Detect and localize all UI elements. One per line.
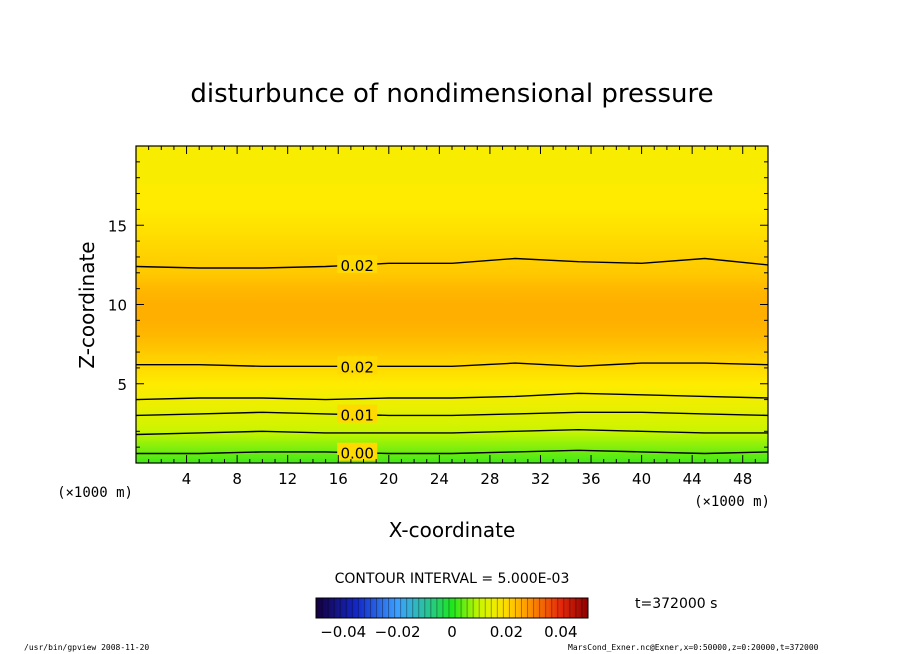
colorbar-tick-label: 0 bbox=[447, 623, 457, 641]
footer-right: MarsCond_Exner.nc@Exner,x=0:50000,z=0:20… bbox=[568, 643, 819, 652]
contour-interval-text: CONTOUR INTERVAL = 5.000E-03 bbox=[335, 571, 570, 587]
x-unit-left: (×1000 m) bbox=[57, 485, 133, 501]
colorbar-stripes bbox=[321, 598, 583, 618]
contour-line bbox=[135, 257, 769, 269]
plot-area: 0.000.010.020.02 4 8 12 16 20 24 28 32 36 40 44 48 … bbox=[108, 145, 769, 488]
contour-line bbox=[135, 428, 768, 436]
colorbar-tick-label: 0.02 bbox=[490, 623, 523, 641]
x-tick-label: 20 bbox=[379, 470, 398, 488]
x-tick-label: 32 bbox=[531, 470, 550, 488]
y-axis-title: Z-coordinate bbox=[75, 241, 99, 368]
contour-label: 0.01 bbox=[340, 407, 373, 425]
x-tick-label: 48 bbox=[733, 470, 752, 488]
contour-line bbox=[136, 362, 769, 368]
x-tick-label: 24 bbox=[430, 470, 449, 488]
y-tick-label: 5 bbox=[117, 376, 127, 394]
contour-lines bbox=[135, 257, 769, 455]
pressure-field bbox=[136, 146, 768, 463]
x-axis-title: X-coordinate bbox=[389, 518, 516, 542]
x-unit-right: (×1000 m) bbox=[694, 494, 770, 510]
x-axis-ticks: 4 8 12 16 20 24 28 32 36 40 44 48 bbox=[148, 146, 756, 488]
contour-label: 0.00 bbox=[340, 445, 373, 463]
contour-label-bg bbox=[337, 254, 378, 273]
colorbar: −0.04 −0.02 0 0.02 0.04 bbox=[315, 597, 589, 641]
contour-line bbox=[136, 449, 769, 455]
colorbar-tick-label: −0.02 bbox=[375, 623, 421, 641]
y-tick-label: 15 bbox=[108, 217, 127, 235]
x-tick-label: 44 bbox=[683, 470, 702, 488]
x-tick-label: 40 bbox=[632, 470, 651, 488]
chart-title: disturbunce of nondimensional pressure bbox=[190, 79, 713, 109]
contour-label: 0.02 bbox=[340, 358, 373, 376]
contour-label-bg bbox=[337, 442, 378, 461]
y-axis-ticks: 5 10 15 bbox=[108, 161, 768, 448]
contour-line bbox=[135, 411, 769, 417]
x-tick-label: 8 bbox=[232, 470, 242, 488]
time-label: t=372000 s bbox=[635, 596, 717, 612]
x-tick-label: 12 bbox=[278, 470, 297, 488]
contour-label: 0.02 bbox=[340, 257, 373, 275]
x-tick-label: 28 bbox=[480, 470, 499, 488]
footer-left: /usr/bin/gpview 2008-11-20 bbox=[24, 643, 149, 652]
y-tick-label: 10 bbox=[108, 297, 127, 315]
x-tick-label: 4 bbox=[182, 470, 192, 488]
colorbar-tick-label: −0.04 bbox=[320, 623, 366, 641]
colorbar-fill bbox=[316, 598, 588, 618]
colorbar-tick-labels: −0.04 −0.02 0 0.02 0.04 bbox=[320, 623, 577, 641]
x-tick-label: 16 bbox=[329, 470, 348, 488]
x-tick-label: 36 bbox=[581, 470, 600, 488]
contour-label-bg bbox=[337, 404, 378, 423]
colorbar-tick-label: 0.04 bbox=[544, 623, 577, 641]
contour-line bbox=[135, 392, 769, 401]
colorbar-frame bbox=[315, 597, 589, 619]
contour-label-bg bbox=[337, 356, 378, 375]
contour-labels: 0.00 0.01 0.02 0.02 bbox=[337, 254, 378, 463]
